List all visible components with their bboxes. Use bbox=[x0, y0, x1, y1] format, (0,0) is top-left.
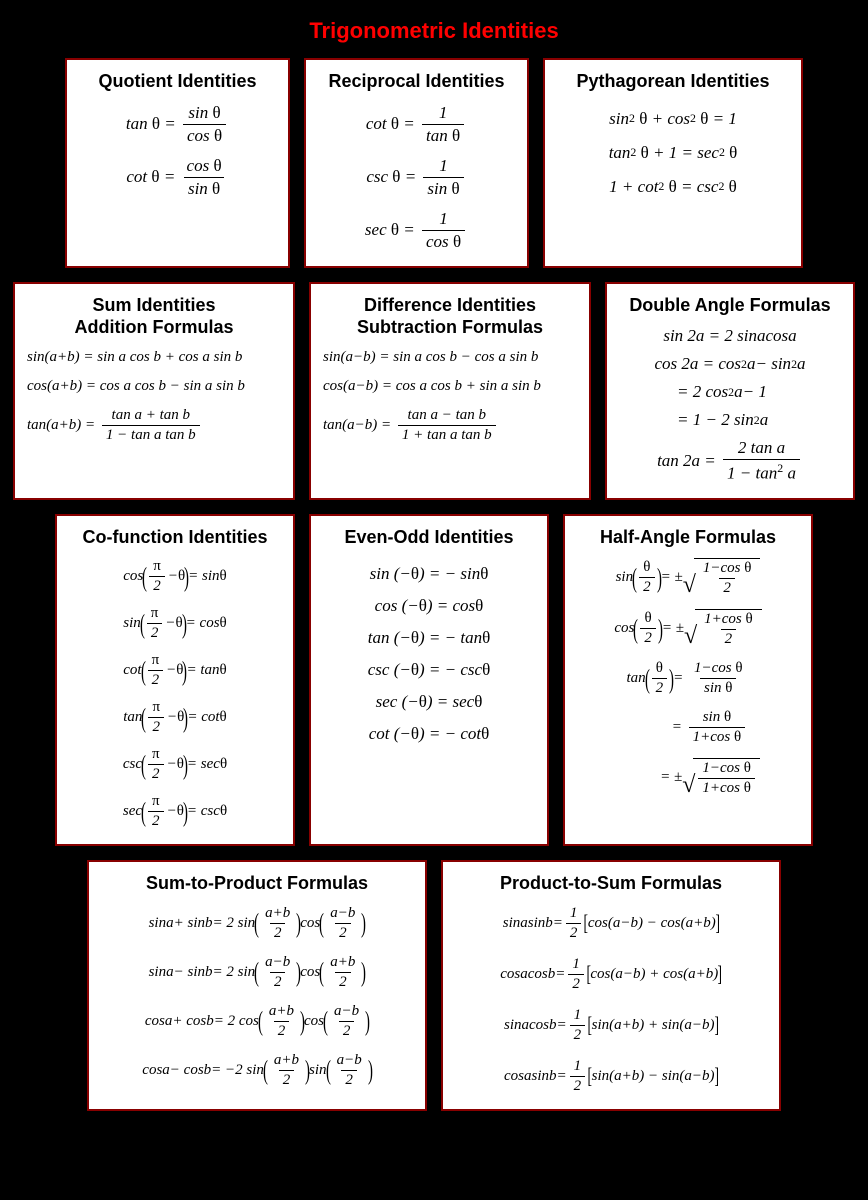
formula: sec(π2−θ)= csc θ bbox=[123, 793, 227, 830]
row-4: Sum-to-Product Formulas sin a + sin b = … bbox=[0, 860, 868, 1111]
card-title: Half-Angle Formulas bbox=[577, 526, 799, 549]
formula: cos a sin b = 12[sin(a+b) − sin(a−b)] bbox=[504, 1058, 718, 1095]
formula: cot θ = 1tan θ bbox=[366, 103, 467, 146]
formula: sin a sin b = 12[cos(a−b) − cos(a+b)] bbox=[503, 905, 720, 942]
formula: sec θ = 1cos θ bbox=[365, 209, 468, 252]
formula: sec (−θ) = sec θ bbox=[376, 692, 483, 712]
card-pythagorean: Pythagorean Identities sin2 θ + cos2 θ =… bbox=[543, 58, 803, 268]
formula: sin a − sin b = 2 sin(a−b2)cos(a+b2) bbox=[149, 954, 366, 991]
card-halfangle: Half-Angle Formulas sin(θ2)= ±√1−cos θ2 … bbox=[563, 514, 813, 847]
page-title: Trigonometric Identities bbox=[0, 18, 868, 44]
card-quotient: Quotient Identities tan θ = sin θcos θ c… bbox=[65, 58, 290, 268]
formula: cos(θ2)= ±√1+cos θ2 bbox=[614, 609, 761, 648]
formula: sin 2a = 2 sin a cos a bbox=[663, 326, 796, 346]
formula: tan2 θ + 1 = sec2 θ bbox=[609, 143, 738, 163]
formula: sin(π2−θ)= cos θ bbox=[123, 605, 226, 642]
formula: sin(θ2)= ±√1−cos θ2 bbox=[616, 558, 761, 597]
formula: cos a + cos b = 2 cos(a+b2)cos(a−b2) bbox=[145, 1003, 369, 1040]
formula: = 2 cos2 a − 1 bbox=[619, 382, 767, 402]
formula: tan(a+b) = tan a + tan b1 − tan a tan b bbox=[27, 407, 203, 444]
formula: = 1 − 2 sin2 a bbox=[619, 410, 768, 430]
card-title: Product-to-Sum Formulas bbox=[455, 872, 767, 895]
formula: = sin θ1+cos θ bbox=[628, 709, 748, 746]
row-3: Co-function Identities cos(π2−θ)= sin θ … bbox=[0, 514, 868, 847]
formula: cos (−θ) = cos θ bbox=[375, 596, 484, 616]
card-difference: Difference IdentitiesSubtraction Formula… bbox=[309, 282, 591, 500]
formula: cos(a+b) = cos a cos b − sin a sin b bbox=[27, 378, 245, 395]
formula: tan 2a = 2 tan a1 − tan2 a bbox=[657, 438, 803, 484]
formulas: sin 2a = 2 sin a cos a cos 2a = cos2 a −… bbox=[619, 326, 841, 484]
formulas: sin a sin b = 12[cos(a−b) − cos(a+b)] co… bbox=[455, 905, 767, 1095]
formulas: sin(a−b) = sin a cos b − cos a sin b cos… bbox=[323, 349, 577, 444]
card-evenodd: Even-Odd Identities sin (−θ) = − sin θ c… bbox=[309, 514, 549, 847]
formula: cos a − cos b = −2 sin(a+b2)sin(a−b2) bbox=[142, 1052, 371, 1089]
card-title: Difference IdentitiesSubtraction Formula… bbox=[323, 294, 577, 339]
formula: cos(a−b) = cos a cos b + sin a sin b bbox=[323, 378, 541, 395]
formulas: sin(θ2)= ±√1−cos θ2 cos(θ2)= ±√1+cos θ2 … bbox=[577, 558, 799, 797]
formulas: sin a + sin b = 2 sin(a+b2)cos(a−b2) sin… bbox=[101, 905, 413, 1089]
formula: 1 + cot2 θ = csc2 θ bbox=[609, 177, 737, 197]
formulas: sin (−θ) = − sin θ cos (−θ) = cos θ tan … bbox=[323, 558, 535, 744]
card-title: Reciprocal Identities bbox=[318, 70, 515, 93]
row-2: Sum IdentitiesAddition Formulas sin(a+b)… bbox=[0, 282, 868, 500]
card-title: Even-Odd Identities bbox=[323, 526, 535, 549]
card-cofunction: Co-function Identities cos(π2−θ)= sin θ … bbox=[55, 514, 295, 847]
formula: tan(θ2)= 1−cos θsin θ bbox=[626, 660, 749, 697]
formula: = ±√1−cos θ1+cos θ bbox=[616, 758, 760, 797]
formula: tan(a−b) = tan a − tan b1 + tan a tan b bbox=[323, 407, 499, 444]
formula: sin a cos b = 12[sin(a+b) + sin(a−b)] bbox=[504, 1007, 718, 1044]
card-producttosum: Product-to-Sum Formulas sin a sin b = 12… bbox=[441, 860, 781, 1111]
card-title: Sum-to-Product Formulas bbox=[101, 872, 413, 895]
formula: cos 2a = cos2 a − sin2 a bbox=[654, 354, 805, 374]
formula: sin a + sin b = 2 sin(a+b2)cos(a−b2) bbox=[149, 905, 366, 942]
formula: cos a cos b = 12[cos(a−b) + cos(a+b)] bbox=[500, 956, 721, 993]
card-title: Co-function Identities bbox=[69, 526, 281, 549]
card-sumtoproduct: Sum-to-Product Formulas sin a + sin b = … bbox=[87, 860, 427, 1111]
formula: sin2 θ + cos2 θ = 1 bbox=[609, 109, 737, 129]
formula: sin(a−b) = sin a cos b − cos a sin b bbox=[323, 349, 538, 366]
formulas: sin(a+b) = sin a cos b + cos a sin b cos… bbox=[27, 349, 281, 444]
formulas: tan θ = sin θcos θ cot θ = cos θsin θ bbox=[79, 103, 276, 199]
card-double: Double Angle Formulas sin 2a = 2 sin a c… bbox=[605, 282, 855, 500]
formulas: cos(π2−θ)= sin θ sin(π2−θ)= cos θ cot(π2… bbox=[69, 558, 281, 830]
card-title: Sum IdentitiesAddition Formulas bbox=[27, 294, 281, 339]
page: Trigonometric Identities Quotient Identi… bbox=[0, 0, 868, 1145]
formula: csc θ = 1sin θ bbox=[366, 156, 466, 199]
card-title: Pythagorean Identities bbox=[557, 70, 789, 93]
card-sum: Sum IdentitiesAddition Formulas sin(a+b)… bbox=[13, 282, 295, 500]
card-title: Quotient Identities bbox=[79, 70, 276, 93]
formula: tan (−θ) = − tan θ bbox=[368, 628, 491, 648]
formula: tan θ = sin θcos θ bbox=[126, 103, 229, 146]
formula: tan(π2−θ)= cot θ bbox=[123, 699, 226, 736]
formula: cot (−θ) = − cot θ bbox=[369, 724, 490, 744]
formula: cot(π2−θ)= tan θ bbox=[123, 652, 226, 689]
formula: csc(π2−θ)= sec θ bbox=[123, 746, 227, 783]
card-title: Double Angle Formulas bbox=[619, 294, 841, 317]
formula: sin(a+b) = sin a cos b + cos a sin b bbox=[27, 349, 242, 366]
card-reciprocal: Reciprocal Identities cot θ = 1tan θ csc… bbox=[304, 58, 529, 268]
formulas: cot θ = 1tan θ csc θ = 1sin θ sec θ = 1c… bbox=[318, 103, 515, 252]
formula: sin (−θ) = − sin θ bbox=[370, 564, 489, 584]
formula: cot θ = cos θsin θ bbox=[126, 156, 228, 199]
row-1: Quotient Identities tan θ = sin θcos θ c… bbox=[0, 58, 868, 268]
formula: cos(π2−θ)= sin θ bbox=[123, 558, 226, 595]
formulas: sin2 θ + cos2 θ = 1 tan2 θ + 1 = sec2 θ … bbox=[557, 103, 789, 197]
formula: csc (−θ) = − csc θ bbox=[368, 660, 490, 680]
